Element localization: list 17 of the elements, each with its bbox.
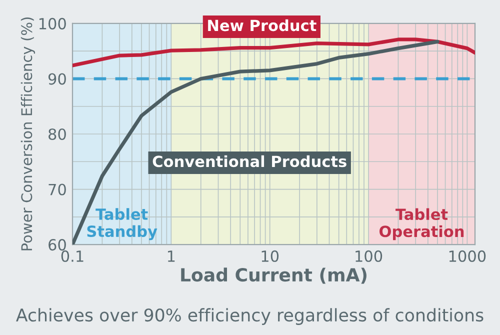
y-tick-label: 90 xyxy=(48,73,66,85)
x-axis-title: Load Current (mA) xyxy=(181,268,366,284)
text: Conventional Products xyxy=(152,155,346,168)
text: Achieves over 90% efficiency regardless of conditions xyxy=(16,308,484,325)
x-tick-label: 1000 xyxy=(449,250,486,262)
x-tick-label: 1 xyxy=(168,250,175,262)
series-label: New Product xyxy=(208,19,316,32)
x-tick-label: 10 xyxy=(262,250,279,262)
y-tick-label: 100 xyxy=(39,18,66,30)
y-tick-label: 60 xyxy=(48,239,66,251)
band-label: Tablet Operation xyxy=(380,208,464,240)
x-tick-label: 0.1 xyxy=(61,250,84,262)
y-tick-label: 80 xyxy=(48,128,66,140)
y-tick-label: 70 xyxy=(48,184,66,196)
x-tick-label: 100 xyxy=(356,250,382,262)
band-label: Tablet Standby xyxy=(87,208,158,240)
y-axis-title: Power Conversion Efficiency (%) xyxy=(20,18,36,250)
